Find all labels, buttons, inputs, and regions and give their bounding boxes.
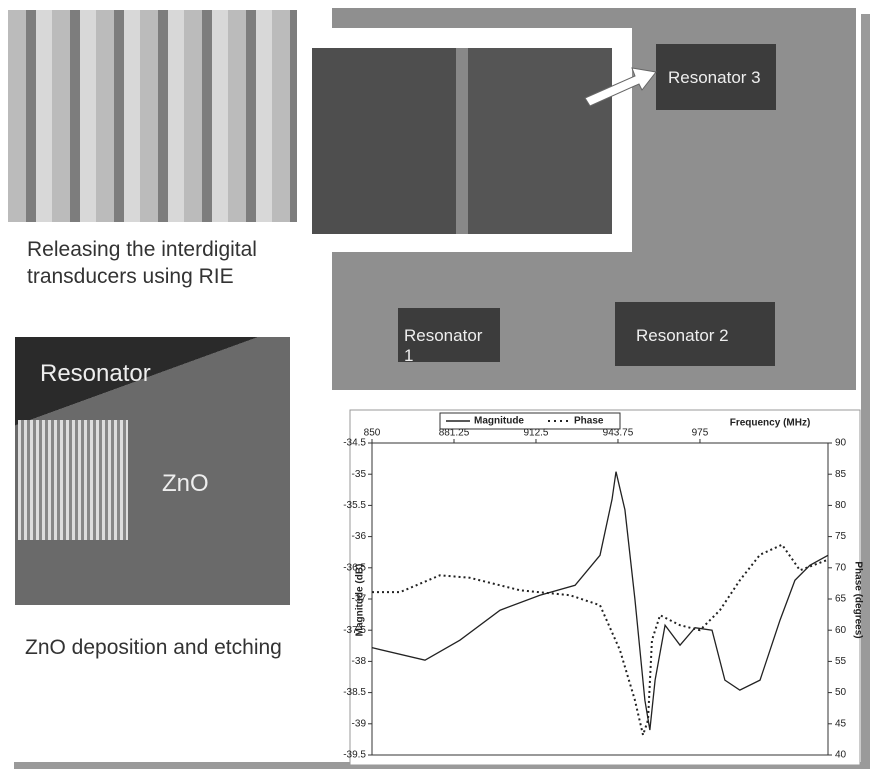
y2-tick-label: 50 [835,687,847,698]
x-tick-label: 975 [692,428,709,439]
x-tick-label: 850 [364,428,381,439]
y-tick-label: -34.5 [343,438,366,449]
y2-tick-label: 55 [835,656,847,667]
y2-tick-label: 70 [835,562,847,573]
chart: Magnitude Phase Frequency (MHz) Magnitud… [0,0,877,771]
y2-tick-label: 80 [835,500,847,511]
y2-tick-label: 85 [835,469,847,480]
y2-tick-label: 60 [835,625,847,636]
legend-label: Phase [574,416,604,427]
y2-axis-label: Phase (degrees) [852,561,863,638]
y-tick-label: -39.5 [343,750,366,761]
x-axis-label: Frequency (MHz) [730,418,811,429]
y-tick-label: -37 [352,594,367,605]
y-tick-label: -37.5 [343,625,366,636]
y-tick-label: -35.5 [343,500,366,511]
legend-label: Magnitude [474,416,524,427]
y2-tick-label: 65 [835,594,847,605]
y2-tick-label: 45 [835,718,847,729]
chart-frame [350,410,860,765]
y2-tick-label: 40 [835,750,847,761]
y-tick-label: -39 [352,718,367,729]
y-tick-label: -36.5 [343,562,366,573]
y-tick-label: -38 [352,656,367,667]
y-tick-label: -38.5 [343,687,366,698]
x-tick-label: 881.25 [439,428,470,439]
page: Releasing the interdigital transducers u… [0,0,877,771]
x-tick-label: 943.75 [603,428,634,439]
y2-tick-label: 90 [835,438,847,449]
y-tick-label: -35 [352,469,367,480]
y2-tick-label: 75 [835,531,847,542]
y-tick-label: -36 [352,531,367,542]
x-tick-label: 912.5 [523,428,548,439]
